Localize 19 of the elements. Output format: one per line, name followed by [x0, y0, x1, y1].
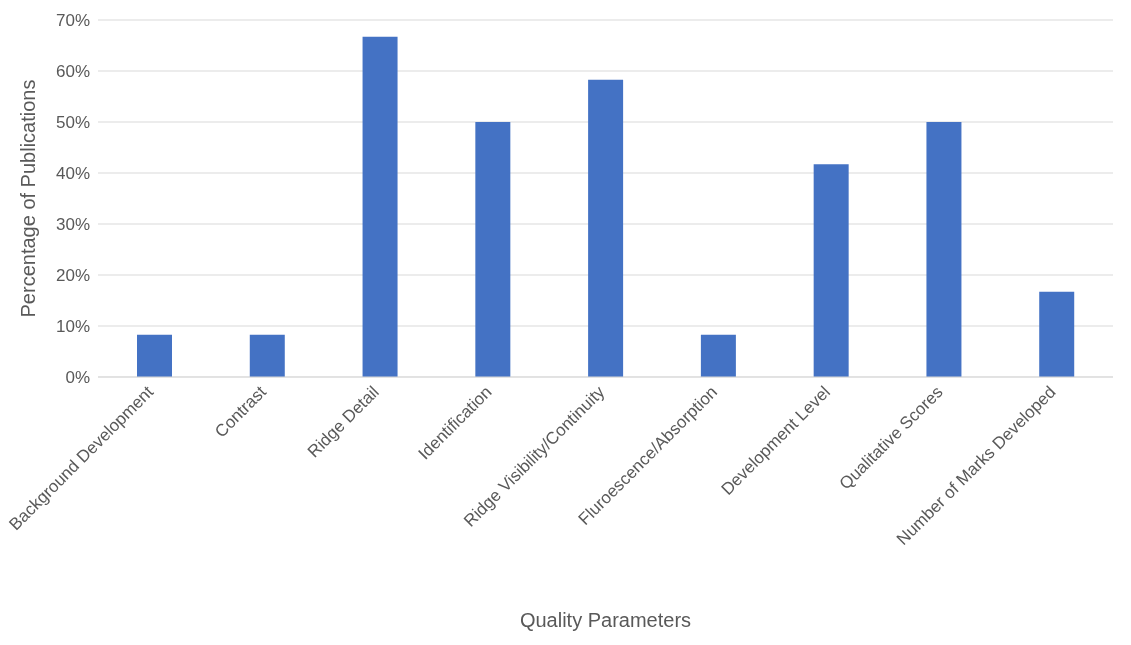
y-tick-label: 70%	[55, 11, 90, 31]
bar	[588, 79, 624, 377]
x-axis-title: Quality Parameters	[519, 609, 692, 631]
y-tick-label: 20%	[55, 266, 90, 286]
bar	[249, 334, 285, 377]
y-tick-label: 0%	[65, 368, 90, 388]
y-tick-label: 10%	[55, 317, 90, 337]
y-tick-label: 50%	[55, 113, 90, 133]
y-tick-label: 40%	[55, 164, 90, 184]
bar	[1039, 291, 1075, 377]
bar	[926, 122, 962, 377]
y-tick-label: 30%	[55, 215, 90, 235]
bar	[137, 334, 172, 377]
bar	[813, 164, 849, 377]
bar	[700, 334, 736, 377]
bar	[475, 122, 511, 377]
y-axis-title: Percentage of Publications	[17, 79, 40, 318]
bar	[362, 36, 398, 377]
y-tick-label: 60%	[55, 62, 90, 82]
